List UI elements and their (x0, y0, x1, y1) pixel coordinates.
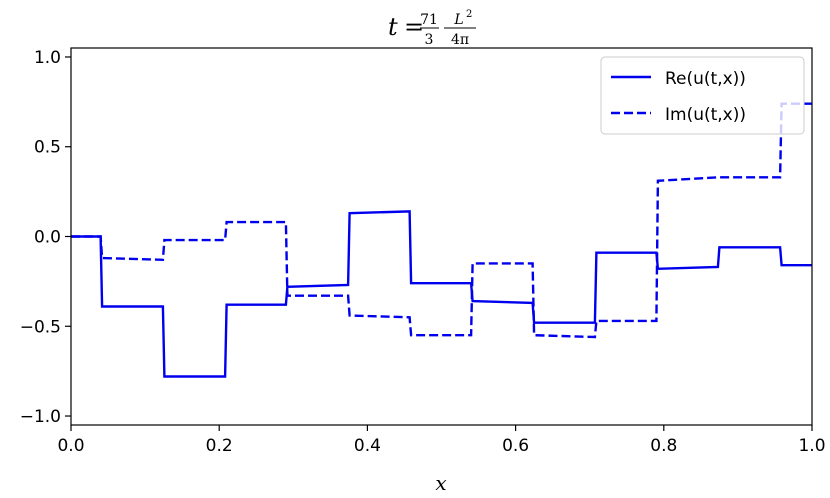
y-tick-label: −1.0 (20, 407, 61, 427)
legend-box (600, 56, 805, 135)
title-frac2-exponent: 2 (466, 9, 472, 20)
x-tick-label: 0.0 (57, 436, 84, 456)
x-tick-label: 0.6 (502, 436, 529, 456)
title-frac2-numerator: L (453, 12, 463, 28)
x-tick-label: 0.2 (206, 436, 233, 456)
chart-title: t = 71 3 L 2 4π (388, 9, 476, 48)
y-tick-label: −0.5 (20, 317, 61, 337)
title-equals: = (404, 13, 424, 41)
x-tick-label: 0.4 (354, 436, 381, 456)
y-tick-label: 0.5 (34, 138, 61, 158)
series-re-line (71, 210, 812, 378)
x-axis: 0.0 0.2 0.4 0.6 0.8 1.0 (57, 425, 826, 456)
y-tick-label: 0.0 (34, 228, 61, 248)
title-frac2-denominator: 4π (451, 32, 469, 48)
x-tick-label: 1.0 (798, 436, 825, 456)
x-tick-label: 0.8 (650, 436, 677, 456)
legend: Re(u(t,x)) Im(u(t,x)) (600, 56, 805, 135)
series-im-line (71, 102, 812, 339)
x-axis-label: x (435, 471, 446, 495)
y-axis: −1.0 −0.5 0.0 0.5 1.0 (20, 48, 71, 427)
title-frac1-denominator: 3 (425, 32, 434, 48)
series-layer (71, 102, 812, 378)
title-frac1-numerator: 71 (420, 12, 438, 28)
y-tick-label: 1.0 (34, 48, 61, 68)
legend-label-re: Re(u(t,x)) (665, 69, 746, 89)
legend-label-im: Im(u(t,x)) (665, 105, 746, 125)
title-var: t (388, 13, 398, 41)
